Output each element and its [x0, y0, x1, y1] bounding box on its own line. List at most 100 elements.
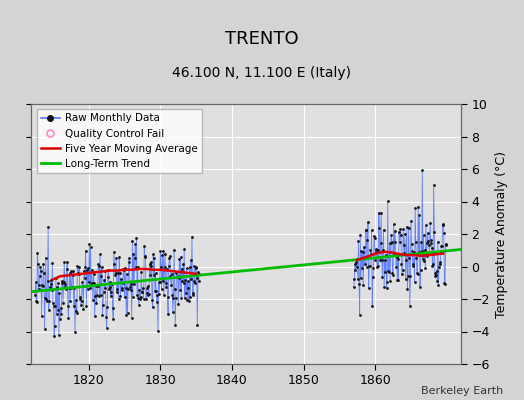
Point	[367, 227, 376, 234]
Point	[156, 247, 165, 254]
Point	[394, 256, 402, 262]
Point	[366, 247, 375, 254]
Point	[159, 248, 168, 254]
Point	[59, 300, 67, 306]
Text: 46.100 N, 11.100 E (Italy): 46.100 N, 11.100 E (Italy)	[172, 66, 352, 80]
Point	[174, 274, 183, 281]
Point	[58, 278, 67, 284]
Point	[399, 226, 408, 232]
Point	[130, 254, 139, 261]
Point	[134, 295, 143, 301]
Point	[158, 252, 166, 258]
Point	[117, 276, 125, 282]
Point	[352, 259, 361, 266]
Point	[48, 286, 56, 293]
Point	[390, 251, 398, 257]
Point	[129, 250, 138, 257]
Point	[177, 295, 185, 301]
Point	[60, 259, 69, 265]
Point	[160, 292, 168, 298]
Point	[99, 301, 107, 308]
Point	[84, 279, 93, 286]
Point	[153, 292, 161, 298]
Point	[41, 254, 50, 261]
Point	[39, 261, 48, 267]
Point	[48, 260, 57, 267]
Point	[105, 286, 113, 293]
Point	[176, 286, 184, 293]
Point	[151, 270, 160, 277]
Point	[36, 273, 44, 279]
Point	[122, 285, 130, 292]
Point	[391, 239, 400, 246]
Point	[62, 285, 70, 292]
Point	[400, 242, 408, 249]
Point	[37, 268, 45, 274]
Point	[356, 232, 365, 238]
Point	[362, 227, 370, 234]
Point	[355, 311, 364, 318]
Point	[165, 255, 173, 261]
Point	[178, 278, 187, 285]
Point	[407, 241, 416, 248]
Point	[132, 235, 140, 241]
Point	[147, 259, 156, 265]
Point	[364, 285, 373, 292]
Point	[69, 268, 78, 274]
Point	[45, 307, 53, 313]
Point	[45, 298, 53, 304]
Point	[385, 269, 393, 276]
Point	[368, 303, 376, 309]
Point	[161, 251, 169, 257]
Point	[86, 244, 95, 250]
Point	[404, 273, 412, 280]
Point	[145, 260, 154, 267]
Point	[432, 268, 441, 274]
Point	[31, 292, 39, 298]
Point	[112, 269, 120, 276]
Point	[353, 264, 361, 270]
Point	[91, 293, 100, 300]
Point	[123, 271, 131, 277]
Point	[71, 329, 79, 336]
Point	[54, 279, 62, 286]
Point	[430, 182, 438, 188]
Point	[185, 264, 194, 270]
Point	[150, 254, 159, 261]
Point	[184, 284, 193, 291]
Point	[151, 288, 159, 294]
Point	[413, 270, 421, 276]
Point	[368, 274, 377, 281]
Point	[134, 264, 142, 270]
Point	[46, 281, 54, 287]
Point	[439, 221, 447, 227]
Y-axis label: Temperature Anomaly (°C): Temperature Anomaly (°C)	[496, 150, 508, 318]
Point	[154, 328, 162, 334]
Point	[169, 308, 177, 315]
Point	[418, 167, 427, 174]
Point	[125, 255, 134, 262]
Point	[82, 248, 90, 254]
Point	[132, 264, 140, 270]
Point	[396, 226, 405, 232]
Point	[370, 233, 378, 239]
Point	[179, 280, 188, 286]
Point	[142, 296, 150, 303]
Point	[380, 284, 388, 290]
Point	[124, 286, 132, 292]
Point	[414, 249, 423, 255]
Point	[74, 270, 83, 277]
Point	[401, 230, 409, 237]
Point	[135, 302, 143, 308]
Point	[429, 261, 437, 267]
Point	[63, 259, 71, 266]
Point	[181, 277, 190, 284]
Point	[163, 294, 172, 300]
Point	[383, 285, 391, 292]
Point	[116, 292, 125, 299]
Point	[65, 284, 73, 291]
Point	[385, 240, 394, 246]
Point	[157, 264, 165, 270]
Point	[413, 271, 422, 278]
Point	[410, 278, 419, 285]
